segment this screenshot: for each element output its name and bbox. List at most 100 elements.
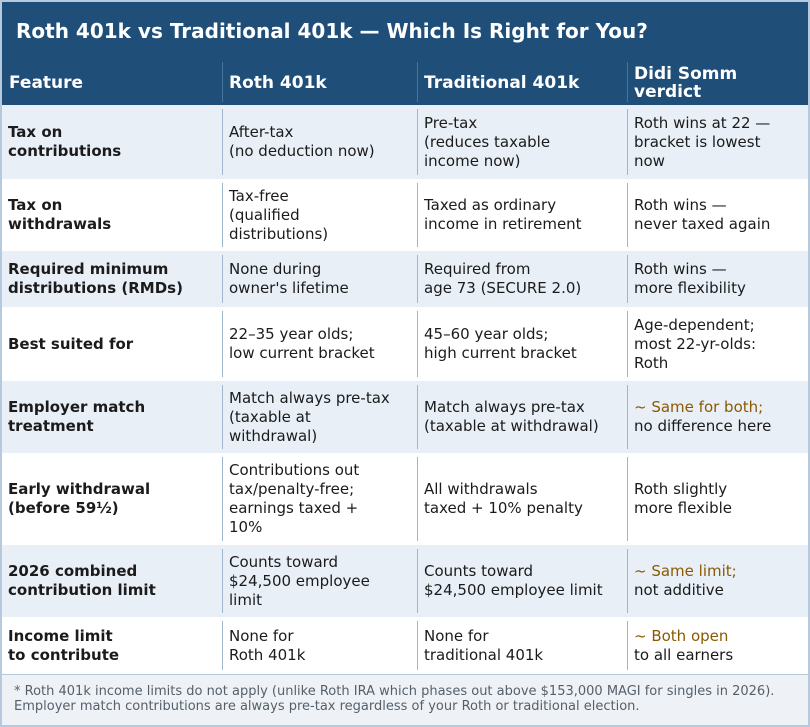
table-row: Employer match treatment Match always pre… (2, 381, 808, 453)
roth-cell: 22–35 year olds; low current bracket (229, 307, 414, 381)
roth-cell-text: None during owner's lifetime (229, 260, 349, 297)
feature-cell-text: Tax on withdrawals (8, 196, 112, 233)
feature-cell: Employer match treatment (8, 381, 216, 453)
traditional-cell: 45–60 year olds; high current bracket (424, 307, 622, 381)
feature-cell: Income limit to contribute (8, 617, 216, 674)
header-verdict: Didi Somm verdict (634, 63, 738, 102)
verdict-cell: Roth wins at 22 — bracket is lowest now (634, 105, 804, 179)
column-divider (417, 255, 418, 303)
table-row: 2026 combined contribution limit Counts t… (2, 545, 808, 617)
feature-cell: 2026 combined contribution limit (8, 545, 216, 617)
verdict-text: Age-dependent; most 22-yr-olds: Roth (634, 315, 756, 372)
header-divider (417, 62, 418, 102)
roth-cell: None during owner's lifetime (229, 251, 414, 307)
roth-cell-text: None for Roth 401k (229, 626, 306, 664)
feature-cell-text: Employer match treatment (8, 398, 146, 435)
feature-cell-text: Tax on contributions (8, 123, 122, 160)
verdict-cell: ~ Both open to all earners (634, 617, 804, 674)
verdict-cell-text: Roth wins — more flexibility (634, 260, 746, 298)
traditional-cell: Required from age 73 (SECURE 2.0) (424, 251, 622, 307)
column-divider (417, 183, 418, 247)
verdict-cell: ~ Same limit; not additive (634, 545, 804, 617)
column-divider (222, 549, 223, 613)
column-divider (417, 109, 418, 175)
column-divider (417, 457, 418, 541)
header-roth: Roth 401k (229, 72, 327, 93)
column-divider (417, 549, 418, 613)
column-divider (222, 183, 223, 247)
header-divider (222, 62, 223, 102)
column-divider (222, 311, 223, 377)
verdict-cell: Roth wins — more flexibility (634, 251, 804, 307)
verdict-text: Roth slightly more flexible (634, 480, 732, 517)
column-divider (627, 255, 628, 303)
verdict-cell: Roth slightly more flexible (634, 453, 804, 545)
roth-cell-text: Counts toward $24,500 employee limit (229, 552, 370, 609)
verdict-text: Roth wins — more flexibility (634, 260, 746, 297)
column-divider (417, 311, 418, 377)
roth-cell: Contributions out tax/penalty-free; earn… (229, 453, 414, 545)
table-row: Early withdrawal (before 59½) Contributio… (2, 453, 808, 545)
feature-cell: Required minimum distributions (RMDs) (8, 251, 216, 307)
footnote: * Roth 401k income limits do not apply (… (2, 674, 808, 725)
roth-cell: Match always pre-tax (taxable at withdra… (229, 381, 414, 453)
traditional-cell-text: Counts toward $24,500 employee limit (424, 562, 603, 599)
column-divider (627, 457, 628, 541)
verdict-cell-text: Roth slightly more flexible (634, 480, 732, 518)
verdict-cell: Age-dependent; most 22-yr-olds: Roth (634, 307, 804, 381)
verdict-cell-text: Age-dependent; most 22-yr-olds: Roth (634, 316, 756, 373)
column-divider (627, 621, 628, 670)
column-divider (627, 109, 628, 175)
verdict-lead-text: ~ Same for both; (634, 398, 764, 416)
feature-cell-text: Required minimum distributions (RMDs) (8, 260, 183, 297)
roth-cell: None for Roth 401k (229, 617, 414, 674)
traditional-cell-text: Taxed as ordinary income in retirement (424, 196, 582, 233)
page-title: Roth 401k vs Traditional 401k — Which Is… (2, 2, 808, 60)
traditional-cell-text: Match always pre-tax (taxable at withdra… (424, 398, 599, 435)
feature-cell: Early withdrawal (before 59½) (8, 453, 216, 545)
traditional-cell: Pre-tax (reduces taxable income now) (424, 105, 622, 179)
column-divider (417, 621, 418, 670)
column-divider (627, 183, 628, 247)
verdict-cell-text: Roth wins — never taxed again (634, 196, 770, 234)
verdict-text: no difference here (634, 417, 772, 435)
traditional-cell: All withdrawals taxed + 10% penalty (424, 453, 622, 545)
column-divider (222, 255, 223, 303)
feature-cell: Tax on withdrawals (8, 179, 216, 251)
verdict-cell: ~ Same for both; no difference here (634, 381, 804, 453)
verdict-text: not additive (634, 581, 724, 599)
roth-cell-text: Match always pre-tax (taxable at withdra… (229, 388, 390, 445)
feature-cell: Best suited for (8, 307, 216, 381)
traditional-cell-text: 45–60 year olds; high current bracket (424, 325, 577, 362)
column-divider (222, 621, 223, 670)
verdict-text: Roth wins at 22 — bracket is lowest now (634, 113, 771, 170)
traditional-cell-text: Pre-tax (reduces taxable income now) (424, 113, 551, 170)
verdict-text: Roth wins — never taxed again (634, 196, 771, 233)
traditional-cell-text: None for traditional 401k (424, 626, 544, 664)
verdict-cell-text: ~ Same limit; not additive (634, 562, 737, 600)
feature-cell-text: Income limit to contribute (8, 626, 120, 664)
traditional-cell: Counts toward $24,500 employee limit (424, 545, 622, 617)
roth-cell: Tax-free (qualified distributions) (229, 179, 414, 251)
traditional-cell-text: All withdrawals taxed + 10% penalty (424, 480, 583, 517)
table-row: Income limit to contribute None for Roth … (2, 617, 808, 674)
verdict-lead-text: ~ Same limit; (634, 562, 737, 580)
verdict-text: to all earners (634, 645, 734, 664)
feature-cell: Tax on contributions (8, 105, 216, 179)
traditional-cell: None for traditional 401k (424, 617, 622, 674)
roth-cell-text: Contributions out tax/penalty-free; earn… (229, 461, 360, 536)
roth-cell-text: After-tax (no deduction now) (229, 123, 375, 160)
traditional-cell: Taxed as ordinary income in retirement (424, 179, 622, 251)
table-row: Tax on withdrawals Tax-free (qualified di… (2, 179, 808, 251)
column-divider (627, 549, 628, 613)
traditional-cell-text: Required from age 73 (SECURE 2.0) (424, 260, 582, 297)
feature-cell-text: Early withdrawal (before 59½) (8, 480, 151, 517)
roth-cell-text: Tax-free (qualified distributions) (229, 186, 329, 243)
verdict-cell-text: ~ Both open to all earners (634, 627, 733, 665)
traditional-cell: Match always pre-tax (taxable at withdra… (424, 381, 622, 453)
header-feature: Feature (9, 72, 84, 93)
column-divider (417, 385, 418, 449)
verdict-lead-text: ~ Both open (634, 626, 729, 645)
table-row: Best suited for 22–35 year olds; low curr… (2, 307, 808, 381)
